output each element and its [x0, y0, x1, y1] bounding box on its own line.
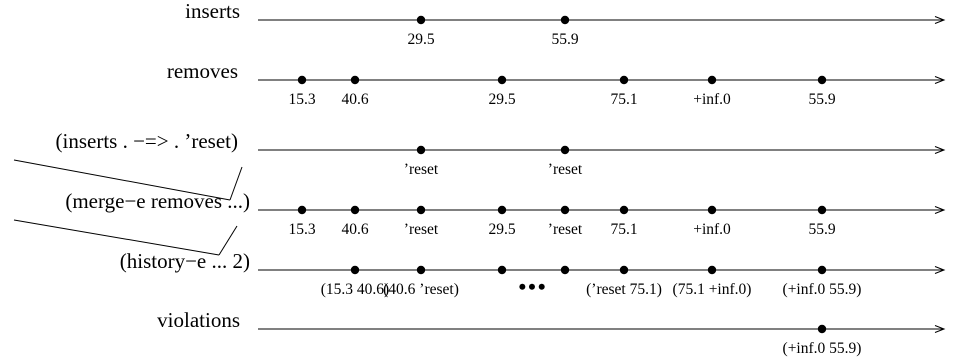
event-dot: [619, 75, 629, 85]
event-dot: [560, 205, 570, 215]
stream-row-merge-e: (merge−e removes ...) 15.3 40.6 ’reset 29.5 ’…: [65, 189, 946, 238]
ellipsis-marker: •••: [518, 274, 547, 299]
timeline-arrowhead: [934, 146, 946, 154]
connector-line-4: [218, 225, 238, 256]
event-dot: [560, 145, 570, 155]
timeline-arrowhead: [934, 76, 946, 84]
event-dot: [497, 205, 507, 215]
event-label: 15.3: [288, 91, 315, 108]
event-dot: [350, 265, 360, 275]
event-dot: [817, 205, 827, 215]
row-label: inserts: [185, 0, 240, 23]
event-dot: [416, 265, 426, 275]
event-label: 55.9: [808, 91, 835, 108]
event-label: 75.1: [610, 221, 637, 238]
event-label: ’reset: [404, 161, 439, 178]
stream-row-inserts-reset: (inserts . −=> . ’reset) ’reset ’reset: [56, 129, 946, 178]
event-label: 29.5: [407, 31, 434, 48]
event-dot: [707, 75, 717, 85]
event-label: 15.3: [288, 221, 315, 238]
connector-line-1: [13, 159, 231, 201]
event-dot: [416, 15, 426, 25]
event-label: (+inf.0 55.9): [783, 340, 862, 357]
event-label: 55.9: [808, 221, 835, 238]
timeline-arrowhead: [934, 206, 946, 214]
event-label: 55.9: [551, 31, 578, 48]
event-label: ’reset: [548, 161, 583, 178]
row-label: (history−e ... 2): [120, 249, 250, 273]
row-label: (inserts . −=> . ’reset): [56, 129, 238, 153]
event-label: +inf.0: [693, 91, 731, 108]
event-label: (’reset 75.1): [586, 281, 662, 298]
row-label: violations: [157, 308, 240, 332]
stream-row-removes: removes 15.3 40.6 29.5 75.1 +inf.0 55.9: [167, 59, 946, 108]
event-label: ’reset: [404, 221, 439, 238]
event-label: 75.1: [610, 91, 637, 108]
event-label: ’reset: [548, 221, 583, 238]
event-dot: [707, 265, 717, 275]
event-dot: [497, 75, 507, 85]
event-label: +inf.0: [693, 221, 731, 238]
timeline-arrowhead: [934, 266, 946, 274]
stream-row-inserts: inserts 29.5 55.9: [185, 0, 946, 48]
event-dot: [560, 265, 570, 275]
connector-line-2: [229, 166, 243, 201]
event-dot: [817, 324, 827, 334]
event-label: (15.3 40.6): [321, 281, 389, 298]
event-dot: [497, 265, 507, 275]
event-label: (+inf.0 55.9): [783, 281, 862, 298]
event-dot: [350, 205, 360, 215]
row-label: removes: [167, 59, 238, 83]
event-label: (75.1 +inf.0): [673, 281, 752, 298]
row-label: (merge−e removes ...): [65, 189, 250, 213]
event-dot: [560, 15, 570, 25]
event-dot: [707, 205, 717, 215]
event-label: 29.5: [488, 91, 515, 108]
event-dot: [416, 205, 426, 215]
event-dot: [817, 265, 827, 275]
event-dot: [350, 75, 360, 85]
event-label: (40.6 ’reset): [383, 281, 459, 298]
stream-row-history-e: (history−e ... 2) (15.3 40.6)(40.6 ’reset…: [120, 249, 946, 299]
event-dot: [416, 145, 426, 155]
event-label: 40.6: [341, 221, 368, 238]
stream-row-violations: violations (+inf.0 55.9): [157, 308, 946, 357]
event-dot: [297, 205, 307, 215]
event-label: 29.5: [488, 221, 515, 238]
event-dot: [817, 75, 827, 85]
timeline-arrowhead: [934, 16, 946, 24]
connector-line-3: [13, 219, 220, 256]
timeline-arrowhead: [934, 325, 946, 333]
event-dot: [619, 205, 629, 215]
label-connectors: [13, 159, 243, 256]
event-label: 40.6: [341, 91, 368, 108]
event-dot: [619, 265, 629, 275]
event-dot: [297, 75, 307, 85]
